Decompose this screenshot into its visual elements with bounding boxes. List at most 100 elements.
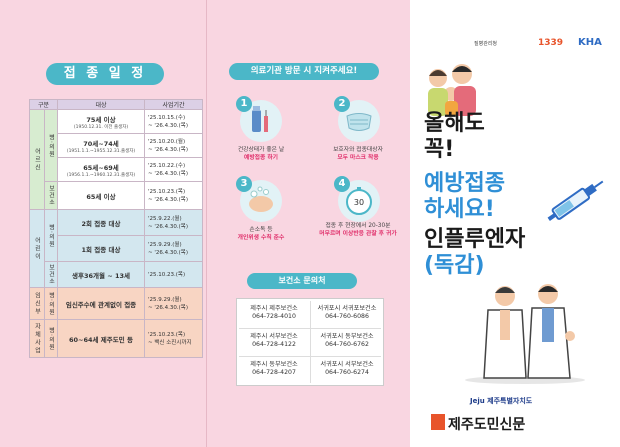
target-cell: 생후36개월 ~ 13세: [57, 261, 145, 288]
sub-center: 보건소: [44, 181, 58, 210]
table-row: 보건소 65세 이상 '25.10.23.(목) ~ '26.4.30.(목): [30, 181, 203, 210]
step-number-4: 4: [334, 176, 350, 192]
clinic-phone: 064-728-4207: [252, 369, 296, 376]
family-illustration: [428, 64, 476, 116]
step-4-line1: 접종 후 현장에서 20-30분: [325, 223, 391, 229]
period-start: '25.10.23.(목): [148, 331, 186, 338]
target-cell: 1회 접종 대상: [57, 235, 145, 262]
doctors-illustration: [465, 284, 585, 384]
target-label: 65세 이상: [86, 192, 116, 201]
clinic-name: 제주시 제주보건소: [250, 305, 298, 312]
step-4-line2: 머무르며 이상반응 관찰 후 귀가: [319, 231, 397, 237]
headline-line5: 인플루엔자: [424, 227, 526, 252]
clinic-phone: 064-728-4122: [252, 341, 296, 348]
period-end: ~ '26.4.30.(목): [148, 196, 188, 203]
column-divider: [310, 301, 311, 383]
table-header-row: 구분 대상 사업기간: [29, 99, 203, 110]
target-cell: 70세~74세 (1951.1.1.~1955.12.31.출생자): [57, 133, 145, 158]
target-label: 65세~69세: [83, 163, 119, 172]
target-label: 60~64세 제주도민 등: [69, 335, 133, 344]
table-row: 보건소 생후36개월 ~ 13세 '25.10.23.(목): [30, 261, 203, 288]
period-cell: '25.10.15.(수) ~ '26.4.30.(목): [144, 109, 203, 134]
period-cell: '25.10.22.(수) ~ '26.4.30.(목): [144, 157, 203, 182]
schedule-table: 구분 대상 사업기간 어르신 병·의원 75세 이상 (1950.12.31. 이…: [29, 99, 203, 358]
target-label: 70세~74세: [83, 139, 119, 148]
target-cell: 65세 이상: [57, 181, 145, 210]
col-header-period: 사업기간: [144, 99, 203, 110]
clinic-phone: 064-760-6762: [325, 341, 369, 348]
target-label: 2회 접종 대상: [81, 219, 121, 228]
step-number-1: 1: [236, 96, 252, 112]
table-row: 70세~74세 (1951.1.1.~1955.12.31.출생자) '25.10…: [30, 133, 203, 158]
table-row: 어린이 병·의원 2회 접종 대상 '25.9.22.(월) ~ '26.4.30…: [29, 209, 203, 288]
clinic-name: 서귀포시 서귀포보건소: [317, 305, 377, 312]
timer-value: 30: [354, 198, 364, 207]
clinic-phone: 064-760-6274: [325, 369, 369, 376]
col-header-group: 구분: [29, 99, 58, 110]
period-start: '25.9.22.(월): [148, 215, 182, 222]
target-cell: 임신주수에 관계없이 접종: [57, 287, 145, 320]
target-sub: (1951.1.1.~1955.12.31.출생자): [66, 148, 136, 154]
step-number-3: 3: [236, 176, 252, 192]
step-3-line1: 손소독 등: [249, 227, 273, 233]
period-cell: '25.9.29.(월) ~ '26.4.30.(목): [144, 235, 203, 262]
schedule-title: 접 종 일 정: [46, 63, 164, 85]
period-start: '25.10.20.(월): [148, 138, 186, 145]
period-start: '25.10.23.(목): [148, 271, 186, 278]
handwash-illustration: [249, 186, 273, 212]
sub-hospital: 병·의원: [44, 319, 58, 358]
clinic-entry: 제주시 제주보건소 064-728-4010: [238, 305, 310, 321]
group-support: 자체사업: [29, 319, 45, 358]
period-cell: '25.10.23.(목): [144, 261, 203, 288]
period-end: ~ '26.4.30.(목): [148, 170, 188, 177]
period-end: ~ '26.4.30.(목): [148, 304, 188, 311]
step-1-text: 건강상태가 좋은 날 예방접종 하기: [221, 146, 301, 162]
sub-hospital: 병·의원: [44, 109, 58, 182]
step-2-line1: 보호자와 접종대상자: [333, 147, 383, 153]
headline-line4: 하세요!: [424, 197, 495, 222]
timer-illustration: 30: [346, 187, 372, 215]
period-end: ~ 백신 소진시까지: [148, 339, 192, 346]
clinic-entry: 제주시 동부보건소 064-728-4207: [238, 361, 310, 377]
jeju-logo: Jeju 제주특별자치도: [470, 397, 533, 405]
period-start: '25.10.15.(수): [148, 114, 186, 121]
period-cell: '25.10.20.(월) ~ '26.4.30.(목): [144, 133, 203, 158]
period-end: ~ '26.4.30.(목): [148, 223, 188, 230]
target-label: 1회 접종 대상: [81, 245, 121, 254]
target-sub: (1950.12.31. 이전 출생자): [73, 124, 129, 130]
headline-line6: (독감): [424, 253, 485, 278]
group-child: 어린이: [29, 209, 45, 288]
step-3-line2: 개인위생 수칙 준수: [237, 235, 285, 241]
timer-icon: 30: [338, 180, 380, 222]
headline-line2: 꼭!: [424, 137, 455, 162]
target-cell: 65세~69세 (1956.1.1.~1960.12.31.출생자): [57, 157, 145, 182]
step-2-line2: 모두 마스크 착용: [337, 155, 379, 161]
table-row: 임신부 병·의원 임신주수에 관계없이 접종 '25.9.29.(월) ~ '26…: [29, 287, 203, 320]
step-2-text: 보호자와 접종대상자 모두 마스크 착용: [318, 146, 398, 162]
sub-hospital: 병·의원: [44, 209, 58, 262]
clinic-name: 제주시 동부보건소: [250, 361, 298, 368]
period-start: '25.10.22.(수): [148, 162, 186, 169]
step-1-line2: 예방접종 하기: [243, 155, 279, 161]
period-cell: '25.9.22.(월) ~ '26.4.30.(목): [144, 209, 203, 236]
newspaper-logo-icon: [431, 414, 445, 430]
clinic-name: 서귀포시 서부보건소: [320, 361, 374, 368]
clinic-phone: 064-728-4010: [252, 313, 296, 320]
syringe-icon: [547, 180, 604, 221]
period-start: '25.9.29.(월): [148, 296, 182, 303]
clinic-contacts-title: 보건소 문의처: [247, 273, 357, 289]
period-start: '25.9.29.(월): [148, 241, 182, 248]
step-1-line1: 건강상태가 좋은 날: [237, 147, 285, 153]
row-divider: [239, 328, 381, 329]
period-end: ~ '26.4.30.(목): [148, 146, 188, 153]
period-start: '25.10.23.(목): [148, 188, 186, 195]
kdca-logo: 질병관리청: [474, 41, 498, 47]
sub-hospital: 병·의원: [44, 287, 58, 320]
group-elderly: 어르신: [29, 109, 45, 210]
group-pregnant: 임신부: [29, 287, 45, 320]
step-4-text: 접종 후 현장에서 20-30분 머무르며 이상반응 관찰 후 귀가: [312, 222, 404, 238]
mask-illustration: [346, 113, 372, 131]
clinic-entry: 서귀포시 서부보건소 064-760-6274: [311, 361, 383, 377]
period-cell: '25.10.23.(목) ~ '26.4.30.(목): [144, 181, 203, 210]
row-divider: [239, 356, 381, 357]
